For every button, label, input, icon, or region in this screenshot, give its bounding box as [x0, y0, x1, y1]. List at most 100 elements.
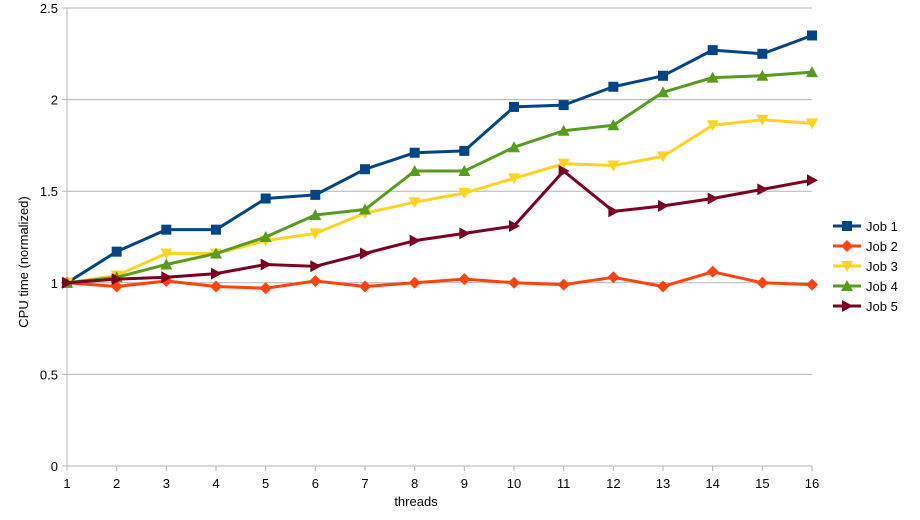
data-point-job-5	[62, 276, 73, 289]
legend-marker-job-3	[841, 261, 853, 272]
data-point-job-2	[359, 280, 371, 293]
series-line-job-2	[66, 270, 813, 290]
data-point-job-1	[409, 147, 420, 158]
legend-label-job-2: Job 2	[866, 239, 898, 254]
data-point-job-3	[309, 228, 322, 240]
x-tick-labels: 1 2 3 4 5 6 7 8 9 10 11 12 13 14 15 16	[63, 476, 819, 491]
data-point-job-4	[160, 258, 173, 270]
legend-item-job-1: Job 1	[833, 219, 898, 234]
x-tick-label: 13	[656, 476, 670, 491]
data-point-job-1	[310, 189, 321, 200]
data-point-job-2	[508, 276, 520, 289]
data-point-job-1	[459, 145, 470, 156]
legend-item-job-3: Job 3	[833, 259, 898, 274]
data-point-job-1	[509, 101, 519, 112]
data-point-job-5	[757, 183, 769, 196]
x-tick-label: 15	[755, 476, 769, 491]
data-point-job-5	[658, 199, 669, 212]
data-point-job-5	[161, 271, 173, 284]
data-point-job-2	[657, 280, 669, 293]
data-point-job-3	[458, 188, 471, 200]
data-point-job-4	[359, 203, 371, 215]
x-tick-label: 6	[312, 476, 319, 491]
legend-item-job-5: Job 5	[833, 299, 898, 314]
legend-label-job-5: Job 5	[866, 299, 898, 314]
series-line-job-1	[66, 34, 813, 285]
legend-label-job-4: Job 4	[866, 279, 898, 294]
data-point-job-1	[807, 30, 817, 41]
data-point-job-4	[806, 66, 818, 78]
y-tick-label: 0	[51, 459, 58, 474]
series-job-3	[61, 114, 818, 289]
data-point-job-3	[160, 248, 173, 260]
x-tick-label: 14	[705, 476, 719, 491]
data-point-job-1	[707, 45, 718, 56]
x-tick-label: 2	[113, 476, 120, 491]
x-tick-label: 1	[63, 476, 70, 491]
x-tick-label: 9	[461, 476, 468, 491]
y-tick-label: 0.5	[40, 367, 58, 382]
data-point-job-5	[211, 267, 222, 280]
data-point-job-4	[458, 165, 471, 177]
data-point-job-3	[657, 151, 669, 163]
data-point-job-4	[408, 165, 421, 177]
data-point-job-1	[211, 224, 221, 235]
data-point-job-4	[557, 124, 570, 136]
x-tick-label: 4	[212, 476, 219, 491]
data-point-job-5	[707, 192, 719, 205]
data-point-job-1	[360, 164, 370, 175]
data-point-job-4	[706, 71, 719, 83]
data-point-job-2	[557, 278, 570, 291]
data-point-job-2	[210, 280, 222, 293]
legend-marker-job-5	[842, 300, 853, 312]
data-point-job-2	[458, 273, 471, 286]
y-tick-label: 2.5	[40, 1, 58, 16]
x-tick-label: 7	[361, 476, 368, 491]
legend-marker-job-1	[842, 221, 852, 231]
data-point-job-1	[111, 246, 122, 257]
series-line-job-3	[66, 118, 813, 285]
data-point-job-2	[259, 282, 272, 295]
data-point-job-5	[111, 273, 123, 286]
data-point-job-5	[807, 174, 818, 187]
x-tick-label: 8	[411, 476, 418, 491]
data-point-job-3	[508, 173, 520, 185]
series-job-4	[61, 66, 818, 288]
x-tick-label: 12	[606, 476, 620, 491]
data-point-job-2	[706, 265, 719, 278]
data-point-job-1	[161, 224, 172, 235]
series-job-2	[61, 265, 818, 295]
y-tick-label: 1	[51, 276, 58, 291]
data-point-job-1	[658, 70, 668, 81]
data-point-job-4	[756, 69, 769, 81]
data-point-job-4	[657, 86, 669, 98]
data-point-job-5	[310, 260, 322, 273]
data-point-job-1	[558, 100, 569, 111]
data-point-job-1	[260, 193, 271, 204]
data-point-job-3	[756, 114, 769, 126]
data-point-job-5	[409, 234, 421, 247]
legend-item-job-2: Job 2	[833, 239, 898, 254]
x-axis-title: threads	[394, 494, 438, 509]
data-point-job-3	[607, 160, 620, 172]
data-point-job-5	[608, 205, 620, 218]
gridlines	[67, 7, 812, 375]
data-point-job-1	[757, 48, 768, 59]
series-group	[61, 30, 818, 295]
data-point-job-1	[608, 81, 619, 92]
x-tick-label: 11	[557, 476, 571, 491]
y-axis-title: CPU time (normalized)	[16, 196, 31, 327]
series-line-job-4	[66, 70, 813, 285]
x-tick-label: 16	[805, 476, 819, 491]
data-point-job-3	[806, 118, 818, 130]
data-point-job-4	[210, 247, 222, 259]
legend: Job 1 Job 2 Job 3 Job 4 Job 5	[833, 219, 898, 314]
y-tick-label: 1.5	[40, 184, 58, 199]
legend-marker-job-2	[841, 240, 853, 252]
data-point-job-2	[607, 271, 620, 284]
data-point-job-3	[557, 158, 570, 170]
data-point-job-2	[408, 276, 421, 289]
data-point-job-2	[756, 276, 769, 289]
data-point-job-4	[508, 141, 520, 153]
